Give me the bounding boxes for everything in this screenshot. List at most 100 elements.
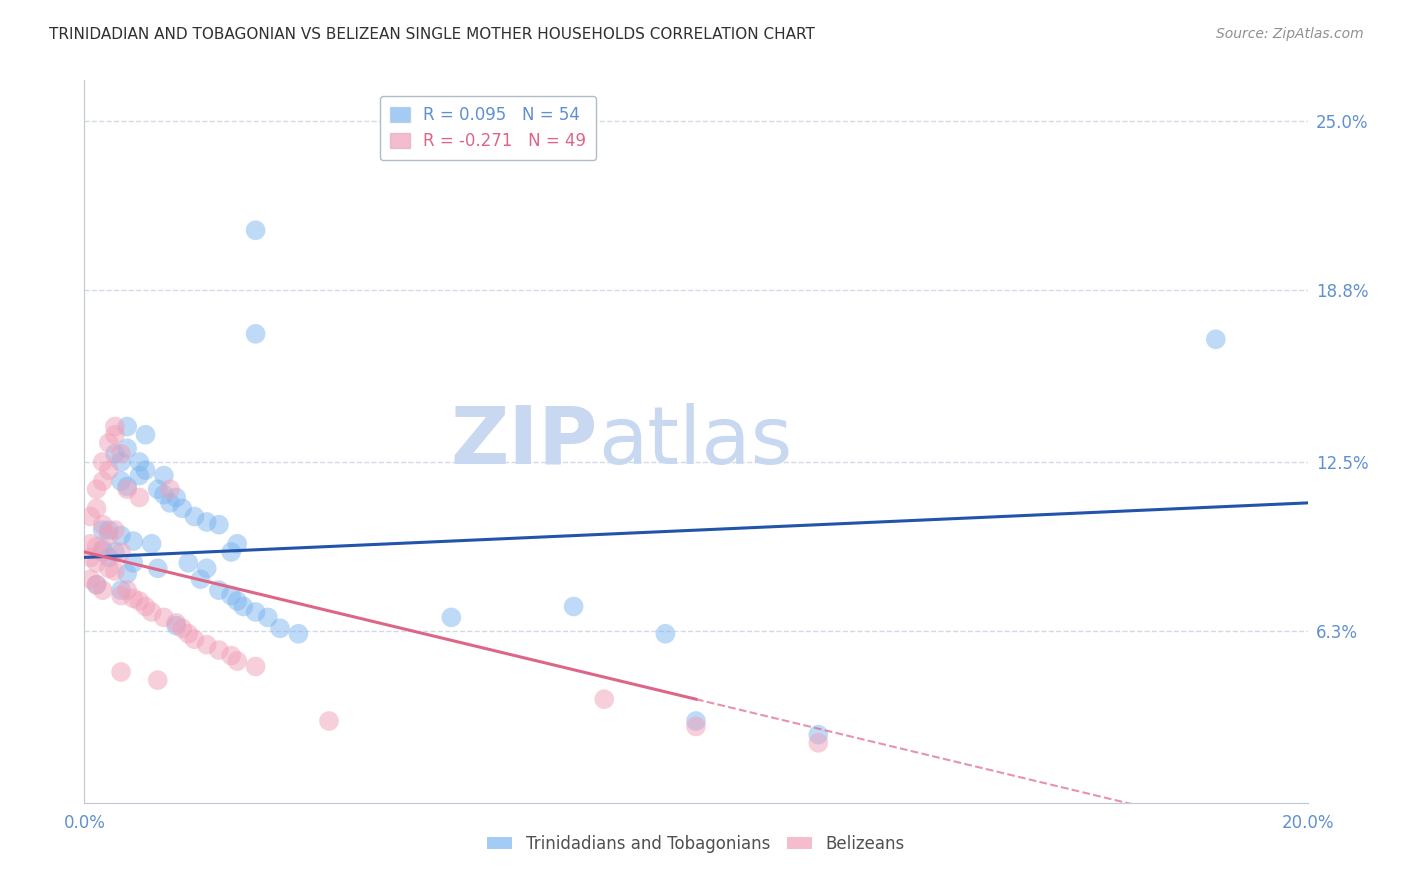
Point	[115, 482, 138, 496]
Point	[91, 542, 114, 557]
Point	[219, 545, 242, 559]
Point	[86, 577, 108, 591]
Point	[115, 419, 138, 434]
Point	[226, 654, 249, 668]
Point	[128, 491, 150, 505]
Point	[97, 528, 120, 542]
Point	[146, 673, 169, 687]
Point	[110, 474, 132, 488]
Point	[159, 496, 181, 510]
Point	[219, 589, 242, 603]
Point	[245, 659, 267, 673]
Point	[128, 468, 150, 483]
Point	[685, 719, 707, 733]
Point	[226, 594, 249, 608]
Point	[208, 643, 231, 657]
Point	[183, 509, 205, 524]
Point	[287, 626, 309, 640]
Text: atlas: atlas	[598, 402, 793, 481]
Point	[115, 479, 138, 493]
Point	[104, 523, 127, 537]
Point	[141, 605, 163, 619]
Point	[122, 534, 145, 549]
Point	[97, 550, 120, 565]
Point	[159, 482, 181, 496]
Point	[115, 442, 138, 456]
Point	[146, 482, 169, 496]
Point	[86, 482, 108, 496]
Point	[91, 474, 114, 488]
Point	[110, 583, 132, 598]
Point	[195, 515, 218, 529]
Point	[128, 455, 150, 469]
Point	[110, 665, 132, 679]
Point	[135, 427, 157, 442]
Point	[110, 455, 132, 469]
Point	[122, 556, 145, 570]
Point	[562, 599, 585, 614]
Point	[172, 501, 194, 516]
Point	[177, 556, 200, 570]
Point	[115, 566, 138, 581]
Point	[165, 615, 187, 630]
Point	[195, 638, 218, 652]
Point	[172, 621, 194, 635]
Point	[104, 427, 127, 442]
Point	[91, 583, 114, 598]
Point	[165, 491, 187, 505]
Point	[1205, 332, 1227, 346]
Point	[97, 463, 120, 477]
Point	[257, 610, 280, 624]
Point	[685, 714, 707, 728]
Point	[146, 561, 169, 575]
Point	[104, 564, 127, 578]
Point	[190, 572, 212, 586]
Point	[208, 583, 231, 598]
Point	[232, 599, 254, 614]
Legend: Trinidadians and Tobagonians, Belizeans: Trinidadians and Tobagonians, Belizeans	[481, 828, 911, 860]
Point	[153, 488, 176, 502]
Point	[91, 545, 114, 559]
Point	[79, 550, 101, 565]
Point	[135, 463, 157, 477]
Text: Source: ZipAtlas.com: Source: ZipAtlas.com	[1216, 27, 1364, 41]
Text: TRINIDADIAN AND TOBAGONIAN VS BELIZEAN SINGLE MOTHER HOUSEHOLDS CORRELATION CHAR: TRINIDADIAN AND TOBAGONIAN VS BELIZEAN S…	[49, 27, 815, 42]
Point	[91, 455, 114, 469]
Point	[79, 572, 101, 586]
Point	[104, 545, 127, 559]
Point	[153, 610, 176, 624]
Point	[269, 621, 291, 635]
Point	[79, 537, 101, 551]
Point	[654, 626, 676, 640]
Point	[245, 326, 267, 341]
Point	[177, 626, 200, 640]
Point	[122, 591, 145, 606]
Point	[86, 577, 108, 591]
Point	[110, 589, 132, 603]
Point	[593, 692, 616, 706]
Point	[110, 545, 132, 559]
Point	[128, 594, 150, 608]
Point	[219, 648, 242, 663]
Point	[115, 583, 138, 598]
Point	[183, 632, 205, 647]
Point	[440, 610, 463, 624]
Point	[141, 537, 163, 551]
Text: ZIP: ZIP	[451, 402, 598, 481]
Point	[104, 419, 127, 434]
Point	[79, 509, 101, 524]
Point	[110, 528, 132, 542]
Point	[208, 517, 231, 532]
Point	[86, 540, 108, 554]
Point	[807, 736, 830, 750]
Point	[165, 618, 187, 632]
Point	[245, 223, 267, 237]
Point	[97, 561, 120, 575]
Point	[86, 501, 108, 516]
Point	[97, 523, 120, 537]
Point	[91, 517, 114, 532]
Point	[91, 523, 114, 537]
Point	[104, 447, 127, 461]
Point	[318, 714, 340, 728]
Point	[86, 556, 108, 570]
